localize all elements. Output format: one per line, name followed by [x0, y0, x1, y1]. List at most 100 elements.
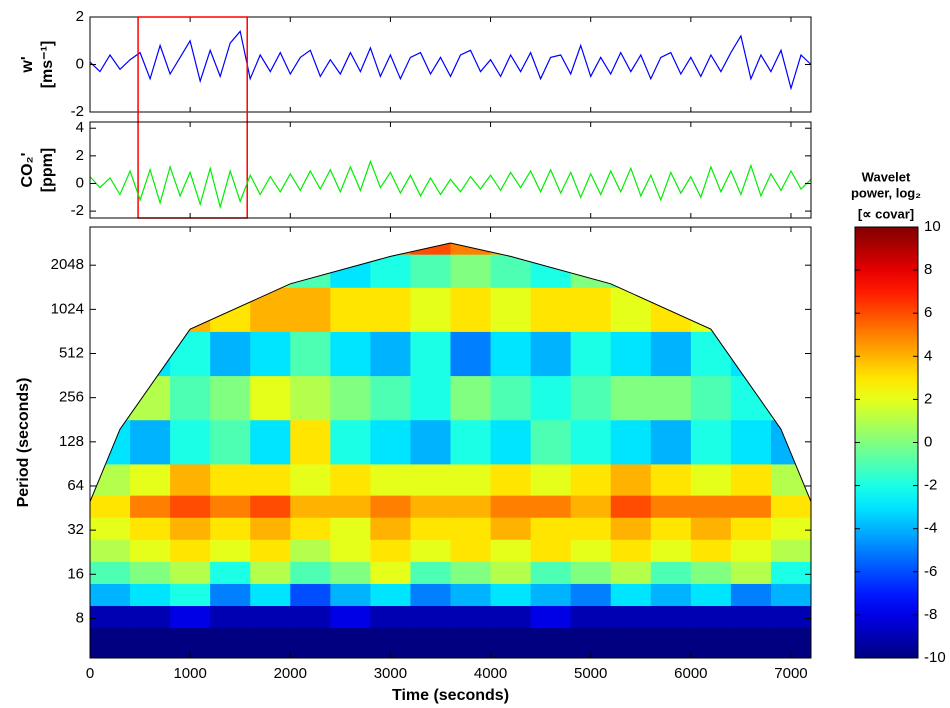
x-tick-label: 7000	[774, 665, 807, 682]
heatmap-cell	[330, 375, 371, 421]
heatmap-cell	[330, 627, 371, 658]
y-tick-label: 4	[76, 119, 84, 136]
heatmap-cell	[330, 605, 371, 629]
heatmap-cell	[530, 419, 572, 465]
heatmap-cell	[730, 243, 772, 255]
heatmap-cell	[330, 419, 371, 465]
heatmap-cell	[370, 561, 411, 584]
heatmap-cell	[130, 605, 171, 629]
heatmap-cell	[170, 517, 211, 540]
heatmap-cell	[290, 419, 331, 465]
heatmap-cell	[370, 375, 411, 421]
colorbar-tick-label: -4	[924, 520, 937, 537]
heatmap-cell	[530, 331, 572, 377]
heatmap-cell	[730, 495, 772, 518]
heatmap-cell	[370, 605, 411, 629]
heatmap-cell	[450, 583, 492, 607]
heatmap-cell	[450, 331, 492, 377]
heatmap-cell	[330, 517, 371, 540]
heatmap-cell	[370, 331, 411, 377]
heatmap-cell	[770, 627, 811, 658]
y-tick-label: 128	[59, 433, 84, 450]
heatmap-cell	[130, 495, 171, 518]
heatmap-cell	[610, 331, 652, 377]
heatmap-cell	[610, 243, 652, 255]
heatmap-cell	[90, 561, 131, 584]
heatmap-cell	[410, 254, 451, 288]
heatmap-cell	[690, 583, 732, 607]
heatmap-cell	[250, 463, 291, 496]
heatmap-cell	[250, 517, 291, 540]
heatmap-cell	[410, 243, 451, 255]
y-tick-label: 2	[76, 147, 84, 164]
heatmap-cell	[650, 495, 692, 518]
heatmap-cell	[90, 539, 131, 562]
heatmap-cell	[730, 375, 772, 421]
y-tick-label: -2	[71, 103, 84, 120]
heatmap-cell	[770, 605, 811, 629]
heatmap-cell	[610, 583, 652, 607]
heatmap-cell	[690, 331, 732, 377]
y-tick-label: -2	[71, 202, 84, 219]
colorbar-tick-label: 6	[924, 304, 932, 321]
heatmap-cell	[90, 605, 131, 629]
heatmap-cell	[650, 243, 692, 255]
x-tick-label: 5000	[574, 665, 607, 682]
heatmap-cell	[650, 605, 692, 629]
heatmap-cell	[570, 539, 612, 562]
heatmap-cell	[410, 331, 451, 377]
heatmap-cell	[210, 419, 251, 465]
x-tick-label: 3000	[374, 665, 407, 682]
heatmap-cell	[90, 419, 131, 465]
heatmap-cell	[90, 463, 131, 496]
y-axis-label: CO₂'	[19, 153, 36, 188]
heatmap-cell	[250, 627, 291, 658]
y-tick-label: 2048	[51, 256, 84, 273]
heatmap-cell	[170, 627, 211, 658]
heatmap-cell	[170, 254, 211, 288]
heatmap-cell	[330, 331, 371, 377]
heatmap-cell	[210, 254, 251, 288]
heatmap-cell	[450, 419, 492, 465]
heatmap-cell	[650, 254, 692, 288]
heatmap-cell	[130, 517, 171, 540]
heatmap-cell	[730, 331, 772, 377]
heatmap-cell	[690, 495, 732, 518]
y-tick-label: 32	[67, 521, 84, 538]
heatmap-cell	[250, 331, 291, 377]
heatmap-cell	[650, 419, 692, 465]
heatmap-cell	[250, 539, 291, 562]
colorbar	[854, 226, 919, 659]
colorbar-title: power, log₂	[851, 185, 921, 200]
heatmap-cell	[570, 287, 612, 332]
heatmap-cell	[210, 627, 251, 658]
heatmap-cell	[250, 561, 291, 584]
colorbar-tick-label: 10	[924, 218, 941, 235]
heatmap-cell	[330, 583, 371, 607]
y-axis-label: w'	[19, 56, 36, 73]
heatmap-cell	[170, 419, 211, 465]
heatmap-cell	[250, 419, 291, 465]
heatmap-cell	[170, 539, 211, 562]
heatmap-cell	[170, 561, 211, 584]
heatmap-cell	[570, 331, 612, 377]
heatmap-cell	[650, 561, 692, 584]
heatmap-cell	[90, 287, 131, 332]
heatmap-cell	[770, 254, 811, 288]
heatmap-cell	[490, 243, 532, 255]
heatmap-cell	[450, 463, 492, 496]
colorbar-tick-label: -10	[924, 649, 946, 666]
heatmap-cell	[570, 605, 612, 629]
y-tick-label: 64	[67, 477, 84, 494]
heatmap-cell	[730, 561, 772, 584]
heatmap-cell	[530, 561, 572, 584]
heatmap-cell	[130, 463, 171, 496]
heatmap-cell	[370, 254, 411, 288]
heatmap-cell	[290, 627, 331, 658]
heatmap-cell	[210, 561, 251, 584]
heatmap-cell	[170, 375, 211, 421]
heatmap-cell	[370, 539, 411, 562]
heatmap-cell	[690, 517, 732, 540]
colorbar-tick-label: 4	[924, 347, 932, 364]
